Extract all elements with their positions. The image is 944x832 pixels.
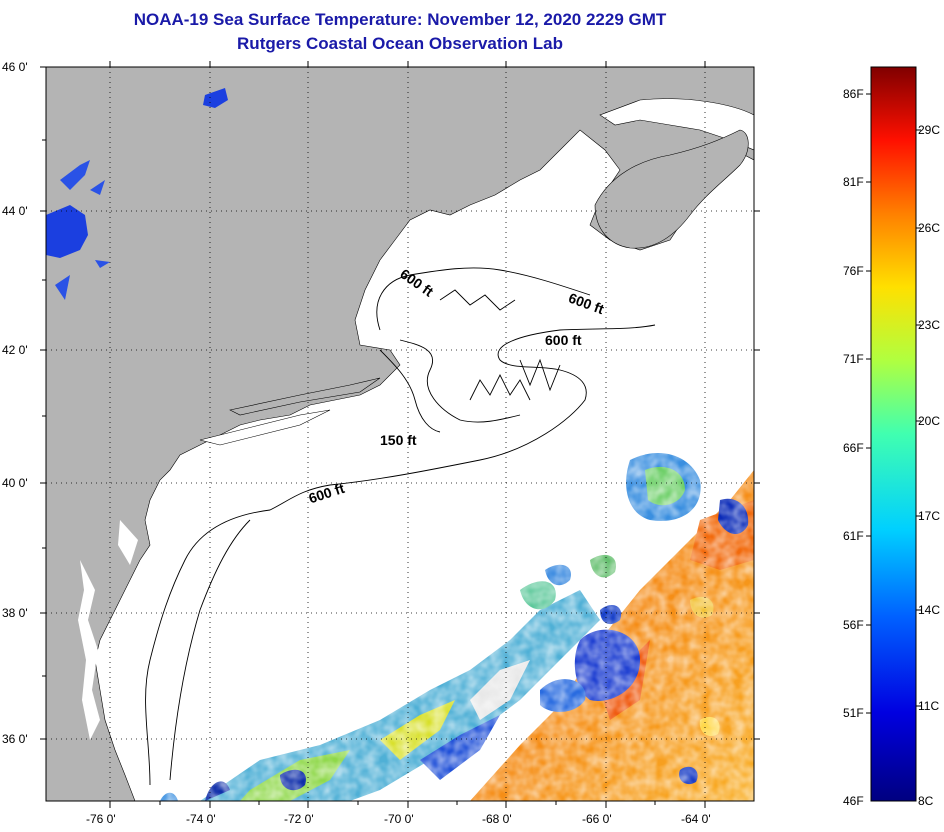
colorbar-c-label: 17C: [918, 509, 941, 523]
colorbar-f-label: 86F: [843, 87, 864, 101]
map-subtitle: Rutgers Coastal Ocean Observation Lab: [237, 34, 563, 53]
colorbar-f-label: 66F: [843, 441, 864, 455]
lon-label: -76 0': [86, 812, 116, 826]
contour-label: 150 ft: [380, 432, 417, 448]
lon-label: -72 0': [284, 812, 314, 826]
colorbar-f-label: 76F: [843, 264, 864, 278]
colorbar-c-label: 29C: [918, 123, 941, 137]
colorbar-f-label: 56F: [843, 618, 864, 632]
colorbar-f-label: 71F: [843, 352, 864, 366]
lat-label: 46 0': [2, 60, 28, 74]
colorbar-c-label: 8C: [918, 794, 934, 808]
contour-label: 600 ft: [545, 332, 582, 348]
lat-label: 40 0': [2, 476, 28, 490]
lon-label: -66 0': [582, 812, 612, 826]
colorbar-c-label: 20C: [918, 414, 941, 428]
lon-label: -70 0': [384, 812, 414, 826]
map-title: NOAA-19 Sea Surface Temperature: Novembe…: [133, 10, 667, 29]
lat-label: 38 0': [2, 606, 28, 620]
lat-label: 44 0': [2, 204, 28, 218]
colorbar-f-label: 61F: [843, 529, 864, 543]
lat-label: 36 0': [2, 732, 28, 746]
lat-label: 42 0': [2, 343, 28, 357]
axis-ticks: [40, 61, 760, 808]
colorbar-c-label: 11C: [918, 699, 940, 713]
land-layer: [46, 67, 754, 801]
colorbar-f-label: 81F: [843, 175, 864, 189]
lon-label: -64 0': [681, 812, 711, 826]
lon-label: -68 0': [482, 812, 512, 826]
colorbar-f-label: 51F: [843, 706, 864, 720]
colorbar-c-label: 14C: [918, 603, 941, 617]
lakes-layer: [46, 88, 228, 300]
colorbar-c-label: 23C: [918, 318, 941, 332]
lon-label: -74 0': [186, 812, 216, 826]
colorbar-f-label: 46F: [843, 794, 864, 808]
colorbar-c-label: 26C: [918, 221, 941, 235]
grid-lines: [46, 67, 754, 801]
bathymetry-contours: [145, 267, 656, 786]
colorbar: [870, 66, 917, 802]
